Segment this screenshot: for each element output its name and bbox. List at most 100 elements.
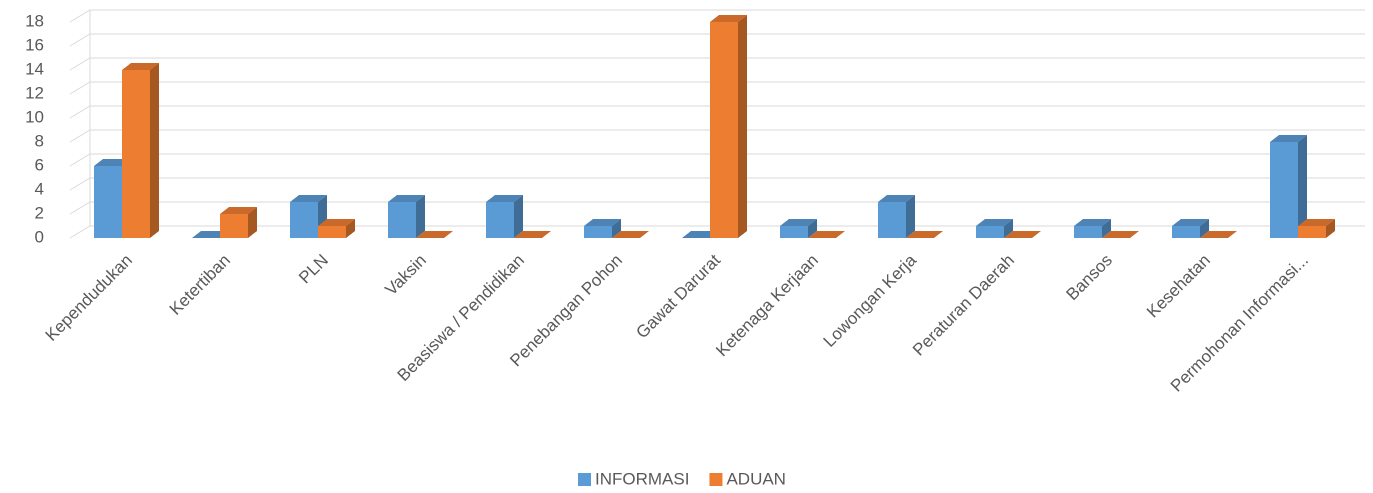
bar	[220, 207, 257, 238]
bar-side	[1200, 219, 1209, 238]
bar-side	[1298, 135, 1307, 238]
bar	[318, 219, 355, 238]
bar-front	[318, 226, 346, 238]
x-tick-label: Ketenaga Kerjaan	[712, 251, 822, 361]
bar	[1004, 231, 1041, 238]
bar	[388, 195, 425, 238]
x-tick-label: PLN	[295, 251, 332, 288]
y-tick-label: 12	[25, 83, 44, 102]
y-tick-label: 0	[35, 227, 44, 246]
bar-top	[1074, 219, 1111, 226]
bar	[710, 15, 747, 238]
bar-top	[682, 231, 719, 238]
x-tick-label: Kependudukan	[42, 251, 136, 345]
bar-front	[1298, 226, 1326, 238]
bar-side	[248, 207, 257, 238]
legend-label: INFORMASI	[595, 469, 689, 488]
bar-top	[584, 219, 621, 226]
bar-front	[976, 226, 1004, 238]
y-tick-label: 4	[35, 179, 44, 198]
bar-top	[612, 231, 649, 238]
legend-swatch	[709, 473, 723, 486]
bar-side	[416, 195, 425, 238]
x-tick-label: Peraturan Daerah	[909, 251, 1018, 360]
bar-top	[122, 63, 159, 70]
bar-front	[486, 202, 514, 238]
bar-front	[122, 70, 150, 238]
x-tick-label: Kesehatan	[1143, 251, 1214, 322]
x-tick-label: Lowongan Kerja	[820, 250, 921, 351]
bar-side	[150, 63, 159, 238]
bar-top	[1004, 231, 1041, 238]
bar-top	[808, 231, 845, 238]
y-tick-label: 10	[25, 107, 44, 126]
bar-top	[220, 207, 257, 214]
bar	[1074, 219, 1111, 238]
bar-front	[584, 226, 612, 238]
x-tick-label: Gawat Darurat	[632, 250, 724, 342]
x-tick-label: Penebangan Pohon	[506, 251, 626, 371]
bar	[1270, 135, 1307, 238]
bar-top	[906, 231, 943, 238]
bar	[514, 231, 551, 238]
bar-top	[1270, 135, 1307, 142]
bar-side	[1004, 219, 1013, 238]
bar	[192, 231, 229, 238]
bar-front	[94, 166, 122, 238]
bar-front	[388, 202, 416, 238]
bar-top	[976, 219, 1013, 226]
bar-top	[710, 15, 747, 22]
y-tick-label: 14	[25, 59, 44, 78]
bar-top	[514, 231, 551, 238]
bar-top	[388, 195, 425, 202]
x-tick-label: Vaksin	[381, 251, 430, 300]
bar-side	[1326, 219, 1335, 238]
bar-front	[290, 202, 318, 238]
bar-front	[780, 226, 808, 238]
bar-top	[780, 219, 817, 226]
bar-side	[612, 219, 621, 238]
bar-front	[1270, 142, 1298, 238]
bar-front	[710, 22, 738, 238]
bar-side	[514, 195, 523, 238]
bar	[1200, 231, 1237, 238]
bar	[808, 231, 845, 238]
bar-front	[1172, 226, 1200, 238]
bar-top	[416, 231, 453, 238]
bar	[122, 63, 159, 238]
bar-top	[94, 159, 131, 166]
bar-front	[878, 202, 906, 238]
bar-side	[1102, 219, 1111, 238]
bar-side	[346, 219, 355, 238]
bar	[682, 231, 719, 238]
bar	[878, 195, 915, 238]
bar-top	[1298, 219, 1335, 226]
y-tick-label: 2	[35, 203, 44, 222]
bar	[976, 219, 1013, 238]
bar-top	[192, 231, 229, 238]
bar	[906, 231, 943, 238]
bar	[416, 231, 453, 238]
bar-front	[1074, 226, 1102, 238]
bar-top	[1102, 231, 1139, 238]
x-tick-label: Bansos	[1062, 251, 1116, 305]
legend-swatch	[578, 473, 591, 486]
bar-top	[1200, 231, 1237, 238]
bar	[1102, 231, 1139, 238]
bar-top	[1172, 219, 1209, 226]
bar	[612, 231, 649, 238]
bar	[486, 195, 523, 238]
y-tick-label: 8	[35, 131, 44, 150]
bar-top	[290, 195, 327, 202]
legend-label: ADUAN	[726, 469, 786, 488]
bar	[1172, 219, 1209, 238]
bar-front	[220, 214, 248, 238]
y-tick-label: 18	[25, 11, 44, 30]
bar-top	[318, 219, 355, 226]
bar-side	[738, 15, 747, 238]
bar-top	[878, 195, 915, 202]
x-tick-label: Ketertiban	[166, 251, 234, 319]
bar	[780, 219, 817, 238]
y-tick-label: 16	[25, 35, 44, 54]
bar	[1298, 219, 1335, 238]
